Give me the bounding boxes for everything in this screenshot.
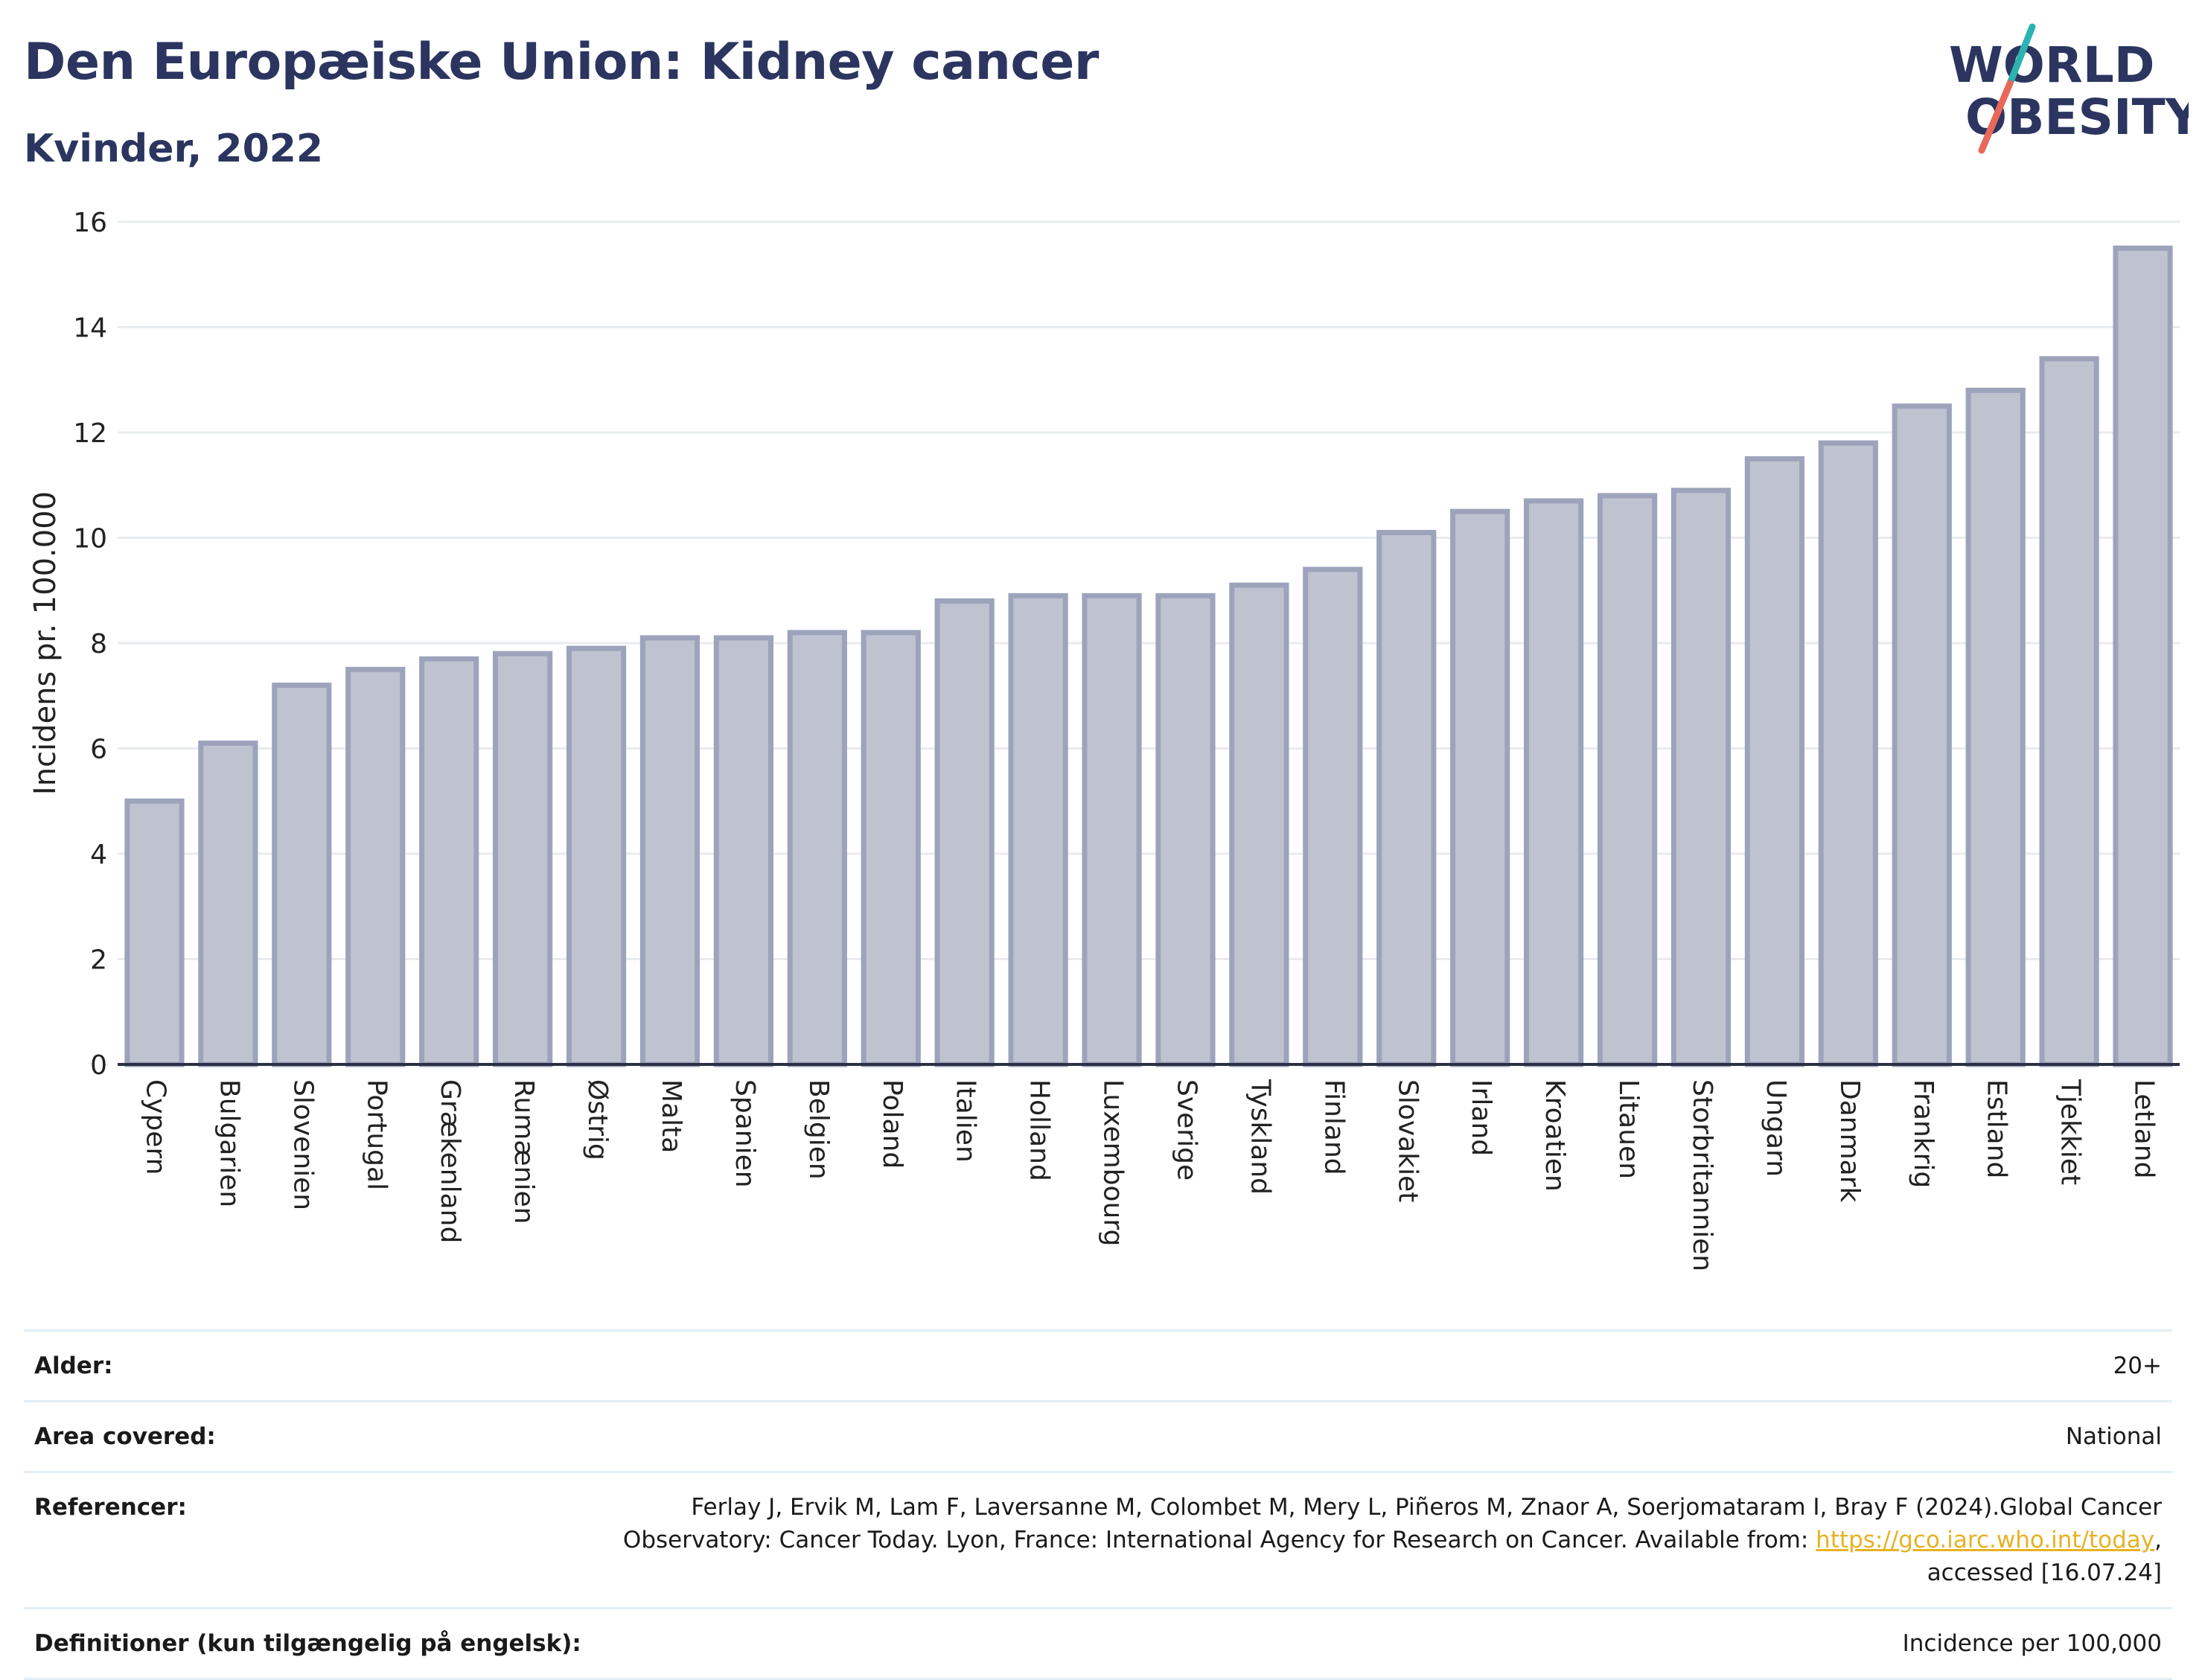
bar [1965, 387, 2026, 1067]
bar [713, 635, 773, 1067]
x-tick-label: Spanien [730, 1079, 760, 1188]
x-tick-label: Bulgarien [214, 1079, 244, 1207]
references-link[interactable]: https://gco.iarc.who.int/today [1816, 1527, 2155, 1553]
y-tick-label: 6 [90, 735, 107, 765]
bar [198, 740, 258, 1067]
meta-row-references: Referencer: Ferlay J, Ervik M, Lam F, La… [24, 1471, 2172, 1607]
bar [566, 645, 627, 1067]
x-tick-label: Slovenien [287, 1079, 318, 1210]
bar [1597, 493, 1658, 1067]
x-tick-label: Malta [656, 1079, 686, 1153]
x-tick-label: Italien [951, 1079, 981, 1163]
x-tick-label: Grækenland [435, 1079, 465, 1243]
bar [1008, 593, 1068, 1067]
page-title: Den Europæiske Union: Kidney cancer [24, 33, 1099, 92]
y-tick-label: 2 [90, 945, 107, 976]
x-tick-label: Tyskland [1245, 1079, 1275, 1195]
metadata-table: Alder: 20+ Area covered: National Refere… [24, 1329, 2172, 1680]
bar [1229, 582, 1289, 1067]
y-tick-label: 16 [73, 208, 107, 238]
bar [934, 598, 995, 1067]
definitions-label: Definitioner (kun tilgængelig på engelsk… [34, 1630, 581, 1657]
x-tick-label: Danmark [1834, 1079, 1865, 1203]
bar [272, 683, 332, 1067]
logo-text-world: WORLD [1949, 36, 2155, 94]
bar [2039, 356, 2099, 1067]
y-tick-label: 0 [90, 1050, 107, 1081]
x-tick-label: Litauen [1613, 1079, 1644, 1179]
bar [1524, 498, 1584, 1067]
x-tick-label: Irland [1466, 1079, 1496, 1156]
references-text-1: Ferlay J, Ervik M, Lam F, Laversanne M, … [622, 1494, 2162, 1553]
bar [1670, 488, 1732, 1067]
bar [861, 630, 921, 1067]
area-label: Area covered: [34, 1423, 216, 1450]
references-text-2: , accessed [16.07.24] [1927, 1527, 2162, 1586]
meta-row-area: Area covered: National [24, 1400, 2172, 1471]
world-obesity-logo: WORLD OBESITY [1949, 23, 2189, 154]
y-tick-label: 14 [73, 313, 107, 344]
bar [1376, 529, 1437, 1067]
bar [639, 635, 701, 1067]
x-tick-label: Holland [1024, 1079, 1055, 1181]
x-tick-label: Rumænien [508, 1079, 539, 1224]
y-tick-label: 10 [73, 524, 107, 555]
bar [1450, 508, 1510, 1067]
x-tick-label: Tjekkiet [2055, 1079, 2086, 1185]
age-label: Alder: [34, 1352, 113, 1379]
x-tick-label: Sverige [1171, 1079, 1201, 1181]
x-tick-label: Poland [877, 1079, 907, 1169]
x-tick-label: Slovakiet [1392, 1079, 1423, 1202]
definitions-value: Incidence per 100,000 [1902, 1630, 2162, 1657]
bar [345, 666, 406, 1067]
x-tick-label: Ungarn [1761, 1079, 1791, 1177]
bar [1155, 593, 1216, 1067]
x-tick-label: Portugal [361, 1079, 392, 1190]
page-subtitle: Kvinder, 2022 [24, 127, 324, 171]
x-tick-label: Estland [1982, 1079, 2012, 1178]
bar [2113, 245, 2173, 1067]
y-tick-label: 12 [73, 418, 107, 449]
x-tick-label: Østrig [582, 1079, 613, 1160]
bar [1892, 403, 1952, 1067]
bar [1818, 440, 1878, 1067]
logo-slash-coral [1978, 80, 2014, 154]
x-tick-label: Luxembourg [1098, 1079, 1129, 1246]
bar [1082, 593, 1142, 1067]
meta-row-age: Alder: 20+ [24, 1329, 2172, 1400]
age-value: 20+ [2113, 1352, 2162, 1379]
x-tick-label: Cypern [140, 1079, 170, 1175]
y-tick-label: 4 [90, 840, 107, 870]
x-tick-label: Frankrig [1908, 1079, 1938, 1188]
bar [419, 656, 479, 1067]
logo-slash-teal [2006, 23, 2036, 87]
bar [1303, 566, 1363, 1067]
y-tick-label: 8 [90, 629, 107, 659]
x-tick-label: Kroatien [1539, 1079, 1570, 1192]
x-tick-label: Finland [1318, 1079, 1349, 1175]
meta-row-definitions: Definitioner (kun tilgængelig på engelsk… [24, 1607, 2172, 1680]
x-tick-label: Storbritannien [1687, 1079, 1717, 1271]
bar [493, 651, 553, 1067]
references-label: Referencer: [34, 1494, 187, 1521]
bar [124, 798, 185, 1067]
references-value: Ferlay J, Ervik M, Lam F, Laversanne M, … [561, 1491, 2162, 1589]
bar [1744, 456, 1804, 1067]
bar-chart: 0 2 4 6 8 10 12 14 16 Incidens pr. 100.000 Cypern B… [28, 208, 2180, 1271]
y-axis-title: Incidens pr. 100.000 [28, 491, 63, 795]
bar [787, 630, 847, 1067]
x-tick-label: Letland [2129, 1079, 2160, 1178]
area-value: National [2065, 1423, 2162, 1450]
x-tick-label: Belgien [803, 1079, 834, 1180]
